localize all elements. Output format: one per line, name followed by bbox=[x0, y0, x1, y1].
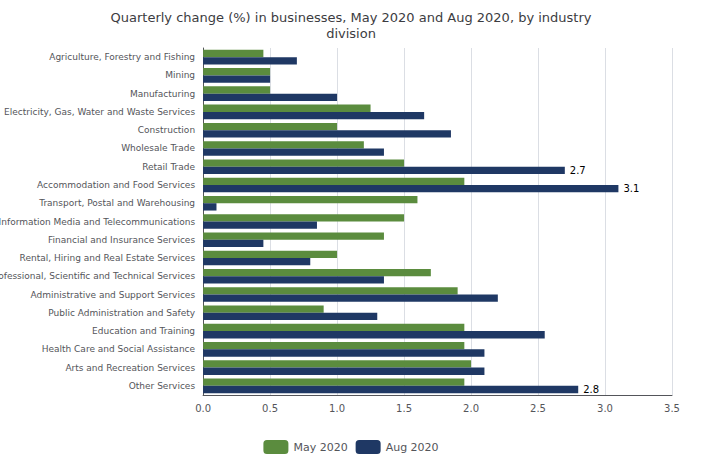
svg-text:Transport, Postal and Warehous: Transport, Postal and Warehousing bbox=[38, 198, 195, 208]
svg-text:1.5: 1.5 bbox=[396, 403, 412, 414]
svg-text:Information Media and Telecomm: Information Media and Telecommunications bbox=[0, 217, 195, 227]
svg-text:Arts and Recreation Services: Arts and Recreation Services bbox=[65, 363, 195, 373]
svg-text:Agriculture, Forestry and Fish: Agriculture, Forestry and Fishing bbox=[49, 52, 195, 62]
svg-text:Mining: Mining bbox=[165, 70, 195, 80]
svg-text:Electricity, Gas, Water and Wa: Electricity, Gas, Water and Waste Servic… bbox=[4, 107, 195, 117]
svg-text:Retail Trade: Retail Trade bbox=[142, 162, 195, 172]
svg-text:Professional, Scientific and T: Professional, Scientific and Technical S… bbox=[0, 271, 195, 281]
svg-text:2.5: 2.5 bbox=[530, 403, 546, 414]
svg-text:1.0: 1.0 bbox=[329, 403, 345, 414]
svg-text:2.8: 2.8 bbox=[583, 384, 599, 395]
svg-text:May 2020: May 2020 bbox=[293, 441, 347, 454]
svg-text:0.5: 0.5 bbox=[262, 403, 278, 414]
svg-text:Wholesale Trade: Wholesale Trade bbox=[121, 143, 195, 153]
svg-text:Construction: Construction bbox=[138, 125, 195, 135]
svg-text:Manufacturing: Manufacturing bbox=[130, 89, 195, 99]
svg-text:Accommodation and Food Service: Accommodation and Food Services bbox=[37, 180, 195, 190]
svg-text:Aug 2020: Aug 2020 bbox=[386, 441, 439, 454]
svg-text:Public Administration and Safe: Public Administration and Safety bbox=[48, 308, 195, 318]
svg-text:Other Services: Other Services bbox=[129, 381, 196, 391]
svg-text:Quarterly change (%) in busine: Quarterly change (%) in businesses, May … bbox=[111, 10, 592, 25]
svg-text:Financial and Insurance Servic: Financial and Insurance Services bbox=[48, 235, 195, 245]
svg-text:0.0: 0.0 bbox=[195, 403, 211, 414]
svg-text:3.0: 3.0 bbox=[597, 403, 613, 414]
svg-text:Administrative and Support Ser: Administrative and Support Services bbox=[31, 290, 196, 300]
svg-text:Rental, Hiring and Real Estate: Rental, Hiring and Real Estate Services bbox=[20, 253, 196, 263]
svg-text:2.0: 2.0 bbox=[463, 403, 479, 414]
svg-text:3.5: 3.5 bbox=[664, 403, 680, 414]
svg-text:Health Care and Social Assista: Health Care and Social Assistance bbox=[42, 344, 196, 354]
svg-text:2.7: 2.7 bbox=[570, 165, 586, 176]
svg-text:Education and Training: Education and Training bbox=[92, 326, 195, 336]
svg-text:division: division bbox=[326, 26, 376, 41]
svg-text:3.1: 3.1 bbox=[623, 183, 639, 194]
